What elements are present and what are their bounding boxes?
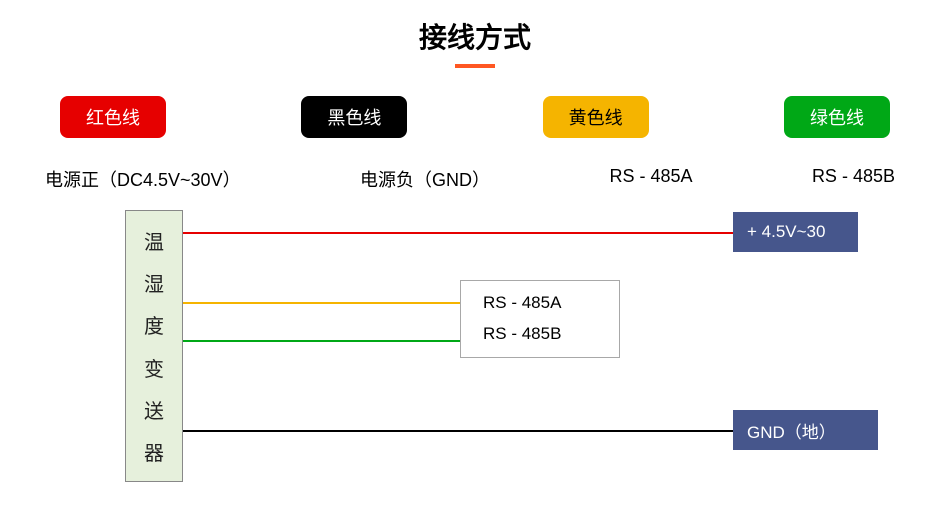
sublabel-row: 电源正（DC4.5V~30V） 电源负（GND） RS - 485A RS - … [0, 138, 950, 192]
rs485b-label: RS - 485B [483, 319, 597, 350]
sensor-char: 器 [144, 437, 164, 466]
wire-yellow [183, 302, 460, 304]
power-box-label: + 4.5V~30 [747, 222, 825, 242]
wire-black [183, 430, 733, 432]
wiring-diagram: 温湿度变送器 RS - 485A RS - 485B + 4.5V~30 GND… [0, 210, 950, 500]
page-title: 接线方式 [0, 0, 950, 56]
gnd-box: GND（地） [733, 410, 878, 450]
gnd-box-label: GND（地） [747, 418, 836, 443]
wire-green [183, 340, 460, 342]
rs485a-label: RS - 485A [483, 288, 597, 319]
sensor-char: 送 [144, 395, 164, 424]
sublabel-power-pos: 电源正（DC4.5V~30V） [45, 166, 241, 192]
sublabel-rs485b: RS - 485B [812, 166, 895, 192]
pill-red: 红色线 [60, 96, 166, 138]
sensor-char: 变 [144, 353, 164, 382]
sensor-char: 湿 [144, 268, 164, 297]
sensor-char: 度 [144, 310, 164, 339]
sensor-char: 温 [144, 226, 164, 255]
wire-red [183, 232, 733, 234]
sublabel-power-neg: 电源负（GND） [360, 166, 490, 192]
sublabel-rs485a: RS - 485A [609, 166, 692, 192]
power-box: + 4.5V~30 [733, 212, 858, 252]
sensor-box: 温湿度变送器 [125, 210, 183, 482]
wire-pill-row: 红色线 黑色线 黄色线 绿色线 [0, 68, 950, 138]
pill-yellow: 黄色线 [543, 96, 649, 138]
pill-green: 绿色线 [784, 96, 890, 138]
pill-black: 黑色线 [301, 96, 407, 138]
rs485-box: RS - 485A RS - 485B [460, 280, 620, 358]
